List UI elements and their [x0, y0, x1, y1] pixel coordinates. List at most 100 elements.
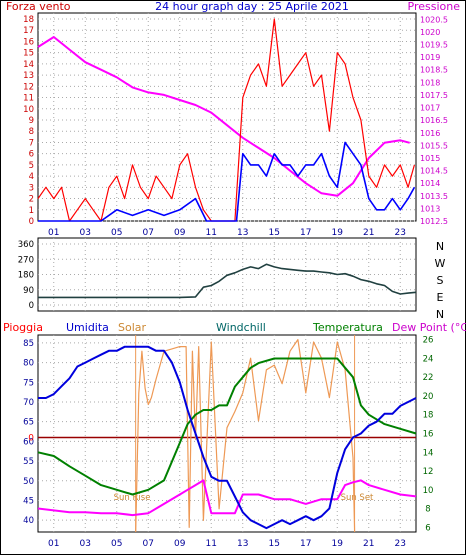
wind-strength-label: Forza vento [6, 0, 71, 13]
compass-s: S [437, 274, 444, 287]
compass-w: W [435, 257, 446, 270]
y-right-tick: 12 [423, 467, 434, 477]
compass-n-bottom: N [436, 308, 444, 321]
y-right-tick: 1017.5 [420, 91, 448, 100]
dewpoint-line [37, 479, 417, 517]
direction-line [38, 263, 417, 299]
y-right-tick: 16 [423, 430, 434, 440]
y-left-tick: 4 [29, 172, 34, 182]
y-right-tick: 1019.5 [420, 41, 448, 50]
x-tick: 13 [237, 539, 248, 549]
wind-pressure-panel: 01234567891011121314151617181012.5101310… [23, 12, 448, 238]
y-left-tick: 40 [23, 516, 34, 526]
rain-zero-label: 0 [28, 433, 34, 443]
x-tick: 05 [111, 228, 122, 238]
y-tick-direction: 0 [29, 301, 34, 311]
y-tick-direction: 360 [18, 240, 34, 250]
y-right-tick: 1013.5 [420, 192, 448, 201]
y-left-tick: 12 [23, 82, 34, 92]
y-left-tick: 80 [23, 359, 34, 369]
x-tick: 05 [111, 539, 122, 549]
plot-area-wind [37, 12, 417, 222]
x-tick: 03 [80, 228, 91, 238]
y-left-tick: 6 [29, 150, 34, 160]
y-right-tick: 1019 [420, 53, 440, 62]
x-tick: 15 [269, 228, 280, 238]
y-left-tick: 18 [23, 15, 34, 25]
y-left-tick: 70 [23, 398, 34, 408]
y-right-tick: 8 [425, 505, 430, 515]
compass-e: E [437, 291, 444, 304]
y-left-tick: 45 [23, 496, 34, 506]
x-tick: 01 [48, 228, 59, 238]
temperature-line [37, 357, 417, 496]
legend-dewpoint: Dew Point (°C) [392, 321, 466, 334]
y-right-tick: 10 [423, 486, 434, 496]
pressure-line [37, 36, 410, 197]
x-tick: 01 [48, 539, 59, 549]
legend-temperatura: Temperatura [312, 321, 383, 334]
y-left-tick: 11 [23, 94, 34, 104]
y-right-tick: 1016 [420, 129, 440, 138]
y-right-tick: 1020 [420, 28, 440, 37]
y-left-tick: 8 [29, 127, 34, 137]
y-left-tick: 75 [23, 378, 34, 388]
chart-title: 24 hour graph day : 25 Aprile 2021 [155, 0, 349, 13]
y-right-tick: 6 [425, 523, 430, 533]
y-right-tick: 1018 [420, 78, 440, 87]
sun-set-label: Sun Set [341, 493, 374, 503]
y-left-tick: 3 [29, 183, 34, 193]
y-tick-direction: 180 [18, 271, 34, 281]
sun-rise-label: Sun Rise [114, 493, 151, 503]
y-left-tick: 13 [23, 71, 34, 81]
y-right-tick: 1017 [420, 104, 440, 113]
y-right-tick: 1015.5 [420, 141, 448, 150]
y-right-tick: 1015 [420, 154, 440, 163]
y-right-tick: 14 [423, 448, 434, 458]
x-tick: 13 [237, 228, 248, 238]
x-tick: 17 [300, 539, 311, 549]
y-left-tick: 9 [29, 116, 34, 126]
x-tick: 15 [269, 539, 280, 549]
y-left-tick: 15 [23, 49, 34, 59]
x-tick: 19 [332, 539, 344, 549]
y-right-tick: 1014.5 [420, 167, 448, 176]
y-left-tick: 14 [23, 60, 34, 70]
y-left-tick: 85 [23, 339, 34, 349]
x-tick: 11 [206, 228, 217, 238]
compass-n-top: N [436, 240, 444, 253]
solar-line [135, 339, 356, 533]
y-left-tick: 2 [29, 195, 34, 205]
y-left-tick: 1 [29, 206, 34, 216]
y-left-tick: 7 [29, 138, 34, 148]
legend-solar: Solar [118, 321, 147, 334]
y-right-tick: 1014 [420, 179, 440, 188]
x-tick: 23 [395, 539, 406, 549]
y-tick-direction: 90 [23, 286, 34, 296]
y-right-tick: 24 [423, 354, 434, 364]
y-left-tick: 16 [23, 37, 34, 47]
x-tick: 21 [363, 228, 374, 238]
y-right-tick: 1012.5 [420, 217, 448, 226]
wind-avg-line [38, 141, 416, 222]
x-tick: 11 [206, 539, 217, 549]
temperature-humidity-panel: 40 45 50 55 60 65 70 75 80 85 6 8 10 12 14 16 18 20 22 24 26… [23, 334, 434, 549]
y-right-tick: 1018.5 [420, 66, 448, 75]
y-right-tick: 18 [423, 411, 434, 421]
pressure-label: Pressione [408, 0, 461, 13]
x-tick: 03 [80, 539, 91, 549]
x-tick: 23 [395, 228, 406, 238]
x-tick: 21 [363, 539, 374, 549]
y-left-tick: 55 [23, 457, 34, 467]
y-left-tick: 5 [29, 161, 34, 171]
x-tick: 07 [143, 539, 154, 549]
y-left-tick: 10 [23, 105, 34, 115]
wind-direction-panel: 0 90 180 270 360 [18, 237, 417, 312]
x-tick: 07 [143, 228, 154, 238]
legend-umidita: Umidita [66, 321, 109, 334]
y-left-tick: 17 [23, 26, 34, 36]
y-left-tick: 50 [23, 477, 34, 487]
y-right-tick: 1020.5 [420, 15, 448, 24]
humidity-line [38, 345, 417, 530]
